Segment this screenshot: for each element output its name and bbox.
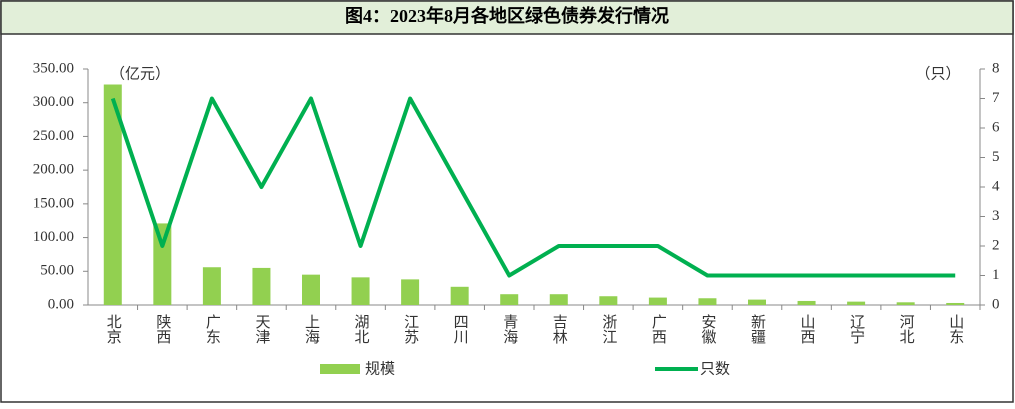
x-tick-label vert: 湖北 — [353, 314, 370, 344]
bar — [797, 300, 816, 305]
x-tick-label vert: 安徽 — [699, 314, 716, 344]
x-tick-label vert: 上海 — [303, 314, 320, 344]
bar — [896, 302, 915, 305]
y2-tick-label: 1 — [992, 267, 1000, 283]
bar — [302, 274, 320, 305]
y2-tick-label: 0 — [992, 296, 1000, 312]
x-tick-label vert: 河北 — [898, 314, 915, 344]
y-tick-label: 50.00 — [40, 263, 74, 279]
legend-label: 规模 — [365, 360, 395, 377]
legend-label: 只数 — [700, 360, 730, 377]
y2-tick-label: 7 — [992, 90, 1000, 106]
bar — [202, 267, 221, 305]
bar — [450, 286, 469, 305]
x-tick-label vert: 广西 — [650, 314, 667, 344]
y2-tick-label: 6 — [992, 119, 1000, 135]
x-tick-label vert: 山西 — [799, 314, 816, 344]
x-tick-label vert: 山东 — [947, 314, 963, 344]
x-tick-label vert: 浙江 — [600, 314, 617, 344]
y-tick-label: 0.00 — [48, 296, 74, 312]
y2-tick-label: 4 — [992, 178, 1000, 194]
y-tick-label: 300.00 — [33, 94, 74, 110]
bar — [549, 294, 568, 305]
bar — [500, 294, 519, 305]
x-tick-label vert: 吉林 — [551, 314, 568, 344]
y-tick-label: 200.00 — [33, 162, 74, 178]
y-tick-label: 250.00 — [33, 128, 74, 144]
x-tick-label vert: 江苏 — [402, 314, 419, 345]
x-tick-label vert: 天津 — [253, 314, 270, 344]
y-tick-label: 100.00 — [33, 229, 74, 245]
x-tick-label vert: 辽宁 — [848, 314, 865, 344]
y-unit: （亿元） — [110, 65, 170, 82]
x-tick-label vert: 青海 — [501, 314, 518, 344]
bar — [946, 302, 965, 305]
bar — [698, 298, 717, 305]
bar — [847, 301, 866, 305]
bar — [748, 299, 766, 305]
y2-tick-label: 8 — [992, 60, 1000, 76]
line — [110, 96, 956, 278]
x-tick-label vert: 广东 — [204, 314, 221, 344]
x-tick-label vert: 新疆 — [749, 314, 766, 344]
y2-tick-label: 5 — [992, 149, 1000, 165]
y-tick-label: 150.00 — [33, 195, 74, 211]
x-tick-label vert: 四川 — [452, 314, 469, 344]
bar — [103, 84, 122, 305]
bar — [252, 267, 271, 305]
bar — [648, 297, 667, 305]
legend-swatch — [320, 364, 360, 374]
bar — [351, 277, 370, 305]
chart-title: 图4：2023年8月各地区绿色债券发行情况 — [345, 5, 669, 26]
y2-tick-label: 2 — [992, 237, 1000, 253]
y2-unit: （只） — [915, 65, 960, 82]
bar — [401, 279, 420, 305]
y2-tick-label: 3 — [992, 208, 1000, 224]
bar — [153, 223, 172, 305]
title-box — [0, 0, 1014, 35]
bar — [599, 296, 618, 305]
x-tick-label vert: 北京 — [105, 314, 122, 345]
y-tick-label: 350.00 — [33, 60, 74, 76]
x-tick-label vert: 陕西 — [154, 314, 171, 344]
